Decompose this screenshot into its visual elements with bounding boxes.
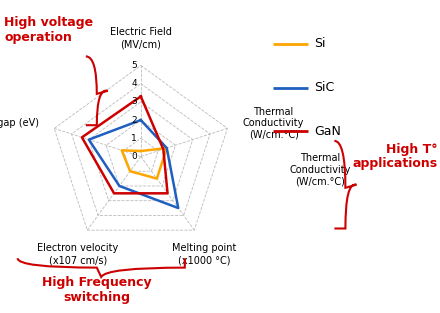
Text: GaN: GaN [314, 125, 341, 138]
Text: Melting point
(x1000 °C): Melting point (x1000 °C) [172, 244, 236, 265]
Text: Thermal
Conductivity
(W/cm.°C): Thermal Conductivity (W/cm.°C) [290, 153, 351, 187]
Text: 4: 4 [132, 79, 137, 88]
Text: Si: Si [314, 37, 326, 50]
Text: High T°
applications: High T° applications [353, 142, 438, 171]
Text: 5: 5 [132, 61, 137, 70]
Text: 1: 1 [132, 134, 137, 143]
Text: 2: 2 [132, 115, 137, 125]
Text: Electron velocity
(x107 cm/s): Electron velocity (x107 cm/s) [37, 244, 118, 265]
Text: High Frequency
switching: High Frequency switching [42, 276, 152, 304]
Text: Energy gap (eV): Energy gap (eV) [0, 118, 39, 128]
Text: Thermal
Conductivity
(W/cm.°C): Thermal Conductivity (W/cm.°C) [243, 107, 304, 140]
Text: SiC: SiC [314, 81, 334, 94]
Text: Electric Field
(MV/cm): Electric Field (MV/cm) [110, 28, 172, 49]
Text: High voltage
operation: High voltage operation [4, 16, 94, 44]
Text: 0: 0 [132, 152, 137, 161]
Text: 3: 3 [132, 97, 137, 106]
